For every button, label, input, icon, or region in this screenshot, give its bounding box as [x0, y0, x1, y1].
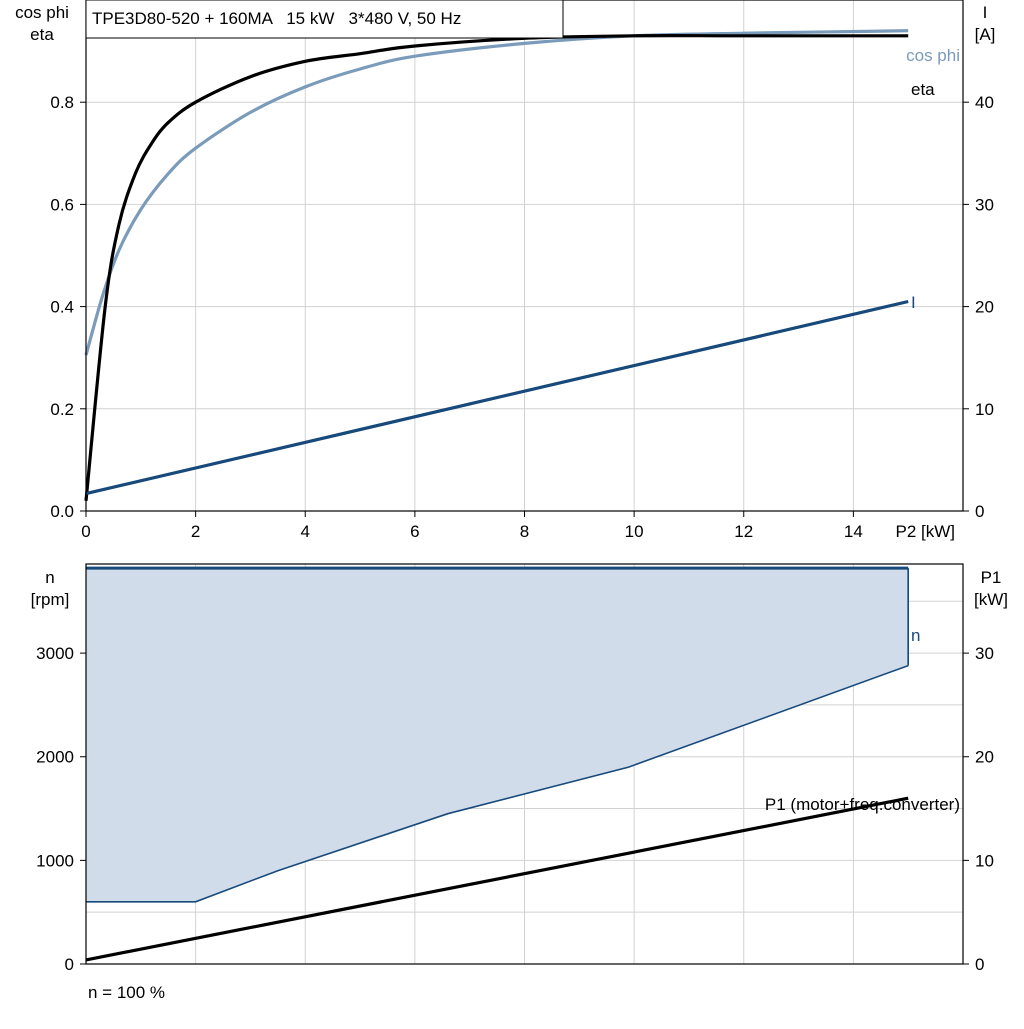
top-left-axis-label-2: eta — [30, 25, 54, 44]
bottom-right-axis-label-1: P1 — [981, 568, 1002, 587]
top-right-y-tick-label: 10 — [975, 400, 994, 419]
top-left-y-tick-label: 0.4 — [50, 298, 74, 317]
series-label-speed: n — [911, 626, 920, 645]
bottom-right-y-tick-label: 30 — [975, 644, 994, 663]
top-ticks: 0 2 4 6 8 10 12 14 0.0 0.2 0.4 0.6 0.8 0 10 20 30 40 — [50, 93, 994, 541]
top-right-axis-label-1: I — [983, 3, 988, 22]
top-left-y-tick-label: 0.6 — [50, 195, 74, 214]
bottom-right-y-tick-label: 0 — [975, 955, 984, 974]
bottom-plot-frame — [85, 563, 964, 965]
top-x-tick-label: 8 — [520, 522, 529, 541]
top-x-tick-label: 2 — [191, 522, 200, 541]
bottom-left-axis-label-1: n — [45, 568, 54, 587]
bottom-right-axis-label-2: [kW] — [974, 590, 1008, 609]
speed-footnote: n = 100 % — [88, 983, 165, 1002]
top-left-y-tick-label: 0.0 — [50, 502, 74, 521]
top-x-tick-label: 6 — [410, 522, 419, 541]
series-line-eta — [84, 33, 909, 501]
top-right-y-tick-label: 20 — [975, 298, 994, 317]
top-x-tick-label: 10 — [625, 522, 644, 541]
top-chart: 0 2 4 6 8 10 12 14 0.0 0.2 0.4 0.6 0.8 0 10 20 30 40 TPE3… — [15, 0, 995, 541]
top-right-y-tick-label: 30 — [975, 195, 994, 214]
bottom-right-y-tick-label: 20 — [975, 748, 994, 767]
top-right-axis-label-2: [A] — [975, 25, 996, 44]
bottom-left-y-tick-label: 0 — [65, 955, 74, 974]
top-right-y-tick-label: 0 — [975, 502, 984, 521]
chart-title: TPE3D80-520 + 160MA 15 kW 3*480 V, 50 Hz — [92, 9, 461, 28]
top-grid — [86, 0, 963, 511]
speed-range-area — [86, 568, 909, 902]
top-left-y-tick-label: 0.8 — [50, 93, 74, 112]
series-label-p1: P1 (motor+freq.converter) — [765, 795, 960, 814]
top-x-tick-label: 12 — [734, 522, 753, 541]
title-box — [85, 0, 564, 39]
top-series — [84, 29, 909, 501]
bottom-ticks: 0 1000 2000 3000 0 10 20 30 — [36, 644, 994, 974]
series-label-eta: eta — [911, 80, 935, 99]
top-x-tick-label: 4 — [301, 522, 310, 541]
series-line-p1 — [85, 796, 909, 962]
series-label-current: I — [911, 293, 916, 312]
bottom-left-y-tick-label: 1000 — [36, 851, 74, 870]
bottom-left-axis-label-2: [rpm] — [31, 590, 70, 609]
bottom-left-y-tick-label: 2000 — [36, 748, 74, 767]
speed-min-line — [86, 664, 909, 903]
bottom-left-y-tick-label: 3000 — [36, 644, 74, 663]
series-label-cos-phi: cos phi — [906, 46, 960, 65]
top-left-y-tick-label: 0.2 — [50, 400, 74, 419]
top-left-axis-label-1: cos phi — [15, 3, 69, 22]
top-x-tick-label: 14 — [844, 522, 863, 541]
bottom-chart: 0 1000 2000 3000 0 10 20 30 n [rpm] P1 [kW] n P… — [31, 563, 1008, 1002]
top-right-y-tick-label: 40 — [975, 93, 994, 112]
bottom-series — [85, 566, 909, 962]
top-x-axis-label: P2 [kW] — [895, 522, 955, 541]
top-x-tick-label: 0 — [81, 522, 90, 541]
series-line-i — [85, 299, 909, 496]
bottom-right-y-tick-label: 10 — [975, 851, 994, 870]
